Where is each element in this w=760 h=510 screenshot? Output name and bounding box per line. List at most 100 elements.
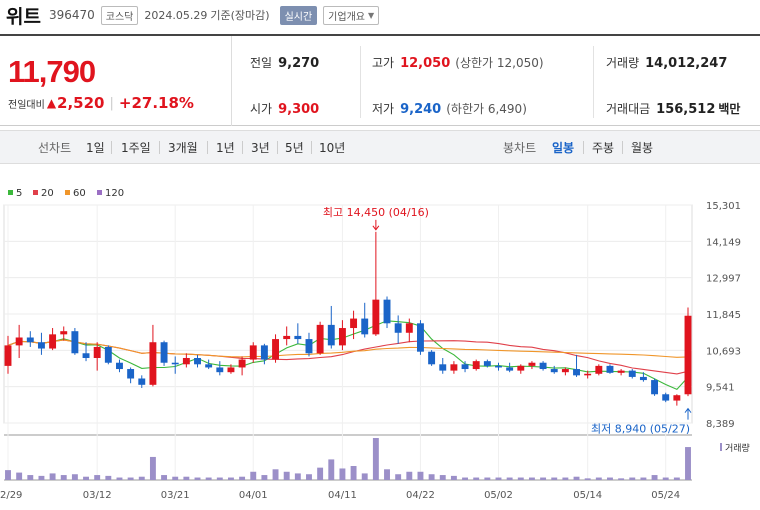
candle-weekly[interactable]: 주봉 [592, 141, 615, 155]
period-3m[interactable]: 3개월 [168, 141, 198, 155]
candle-body [651, 380, 659, 395]
trade-value-unit: 백만 [718, 102, 741, 116]
candle-body [372, 299, 380, 335]
low-annotation: 최저 8,940 (05/27) [591, 423, 690, 436]
period-10y[interactable]: 10년 [319, 141, 346, 155]
candle-body [506, 367, 514, 371]
candle-body [93, 346, 101, 358]
volume-bar [283, 471, 290, 480]
volume-bar [49, 473, 56, 480]
high-stat: 고가 12,050 (상한가 12,050) [372, 54, 544, 71]
y-tick-label: 9,541 [706, 383, 735, 394]
volume-value: 14,012,247 [645, 56, 728, 71]
candle-body [595, 365, 603, 374]
candle-body [639, 376, 647, 381]
candle-body [260, 345, 268, 360]
stock-header: 위트 396470 코스닥 2024.05.29 기준(장마감) 실시간 기업개… [0, 0, 760, 30]
candle-body [483, 361, 491, 366]
x-tick-label: 05/14 [573, 490, 602, 501]
candle-body [662, 394, 670, 401]
price-chart[interactable]: 5 20 60 120 15,301 14,149 12,997 11,845 10,693 9,… [0, 180, 760, 510]
period-1w[interactable]: 1주일 [121, 141, 151, 155]
volume-bar [138, 476, 145, 480]
volume-bar [629, 477, 636, 480]
volume-bar [317, 467, 324, 480]
volume-bar [540, 477, 547, 480]
candle-chart-label: 봉차트 [503, 141, 537, 155]
candle-body [294, 335, 302, 340]
change-amount: 2,520 [57, 94, 105, 112]
candle-body [82, 353, 90, 358]
volume-bar [562, 477, 569, 480]
volume-bar [528, 477, 535, 480]
company-info-label: 기업개요 [328, 11, 365, 23]
volume-bar [5, 470, 11, 480]
volume-bar [384, 469, 390, 480]
candle-body [517, 365, 525, 371]
volume-bar [462, 477, 469, 480]
candle-body [628, 370, 636, 377]
prev-close-value: 9,270 [278, 56, 320, 71]
volume-bar [618, 478, 625, 480]
volume-bar [71, 474, 78, 480]
candle-body [550, 369, 558, 373]
legend-swatch [97, 190, 102, 195]
period-3y[interactable]: 3년 [251, 141, 270, 155]
x-tick-label: 03/12 [83, 490, 112, 501]
x-tick-label: 05/02 [484, 490, 513, 501]
volume-bar [473, 477, 480, 480]
volume-bar [573, 476, 580, 480]
lower-limit: (하한가 6,490) [446, 102, 527, 116]
period-divider [583, 141, 584, 154]
candle-body [116, 362, 123, 370]
volume-bar [395, 474, 402, 480]
volume-bar [250, 471, 257, 480]
stock-code: 396470 [48, 8, 95, 22]
candle-body [561, 369, 569, 373]
period-1d[interactable]: 1일 [86, 141, 105, 155]
prev-close-stat: 전일 9,270 [250, 54, 319, 71]
candle-body [305, 339, 313, 354]
candlestick-chart: 5 20 60 120 15,301 14,149 12,997 11,845 10,693 9,… [0, 188, 750, 501]
candle-daily[interactable]: 일봉 [552, 141, 575, 155]
volume-stat: 거래량 14,012,247 [606, 54, 727, 71]
low-stat: 저가 9,240 (하한가 6,490) [372, 100, 527, 117]
volume-bar [272, 469, 279, 480]
chart-period-bar: 선차트 1일 1주일 3개월 1년 3년 5년 10년 봉차트 일봉 주봉 월봉 [0, 130, 760, 164]
period-5y[interactable]: 5년 [285, 141, 304, 155]
period-divider [311, 141, 312, 154]
quote-basis: 기준(장마감) [210, 9, 270, 22]
legend-swatch [8, 190, 13, 195]
volume-bar [506, 477, 513, 480]
realtime-button[interactable]: 실시간 [279, 5, 318, 25]
legend-label: 20 [41, 188, 54, 199]
trade-value: 156,512 [656, 102, 716, 117]
x-tick-label: 04/11 [328, 490, 357, 501]
candle-body [573, 369, 580, 376]
period-divider [207, 141, 208, 154]
change-separator: | [109, 95, 114, 111]
period-1y[interactable]: 1년 [216, 141, 235, 155]
candle-body [383, 299, 391, 324]
x-tick-label: 05/24 [651, 490, 680, 501]
candle-body [495, 365, 502, 368]
volume-bar [495, 477, 502, 480]
current-price-panel: 11,790 전일대비 ▲ 2,520 | +27.18% [0, 36, 232, 126]
volume-bar [127, 477, 134, 480]
candle-body [127, 369, 135, 379]
high-arrow-head [372, 225, 380, 231]
volume-bar [685, 447, 691, 480]
y-tick-label: 11,845 [706, 310, 741, 321]
y-tick-label: 12,997 [706, 274, 741, 285]
candle-body [528, 362, 536, 366]
high-label: 고가 [372, 56, 395, 70]
volume-bar [149, 456, 156, 480]
upper-limit: (상한가 12,050) [455, 56, 544, 70]
high-annotation: 최고 14,450 (04/16) [323, 206, 429, 219]
candle-monthly[interactable]: 월봉 [631, 141, 654, 155]
chevron-down-icon: ▼ [367, 10, 375, 20]
company-info-dropdown[interactable]: 기업개요 ▼ [323, 5, 380, 25]
volume-bar [83, 476, 89, 480]
volume-bar [105, 475, 112, 480]
period-divider [159, 141, 160, 154]
